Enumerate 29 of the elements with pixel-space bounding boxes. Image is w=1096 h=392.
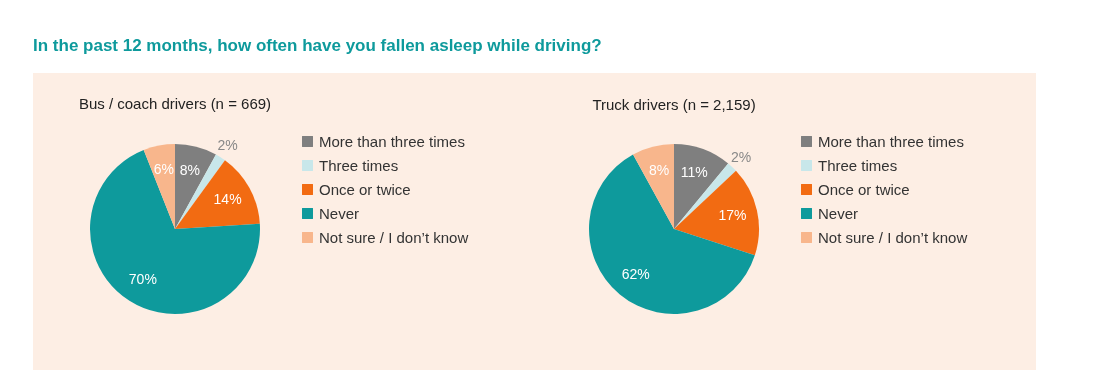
legend-label: Not sure / I don’t know xyxy=(818,228,968,246)
chart-title: In the past 12 months, how often have you fallen asleep while driving? xyxy=(33,36,602,56)
pie-slice xyxy=(175,160,260,229)
legend-label: Never xyxy=(818,204,859,222)
data-label: 17% xyxy=(718,206,747,223)
data-label: 8% xyxy=(648,161,670,178)
chart-subtitle: Bus / coach drivers (n = 669) xyxy=(78,94,272,112)
legend-label: More than three times xyxy=(319,132,465,150)
pie-slice xyxy=(143,144,175,229)
pie-slice xyxy=(589,154,755,314)
legend-label: Three times xyxy=(319,156,399,174)
legend-label: Once or twice xyxy=(319,180,411,198)
data-label: 70% xyxy=(128,270,157,287)
pie-slice xyxy=(175,144,216,229)
data-label: 6% xyxy=(153,161,174,178)
pie-slice xyxy=(633,144,674,229)
data-label: 62% xyxy=(621,266,650,283)
data-label: 2% xyxy=(217,137,238,154)
data-label: 8% xyxy=(179,161,201,178)
legend-label: Not sure / I don’t know xyxy=(319,228,469,246)
legend-label: Three times xyxy=(818,156,898,174)
chart-subtitle: Truck drivers (n = 2,159) xyxy=(592,96,756,114)
legend-label: More than three times xyxy=(818,132,964,150)
data-label: 2% xyxy=(730,148,752,165)
legend-label: Never xyxy=(319,204,360,222)
data-label: 11% xyxy=(680,163,708,180)
pie-slice xyxy=(90,149,260,314)
legend-label: Once or twice xyxy=(818,180,910,198)
data-label: 14% xyxy=(213,191,242,208)
